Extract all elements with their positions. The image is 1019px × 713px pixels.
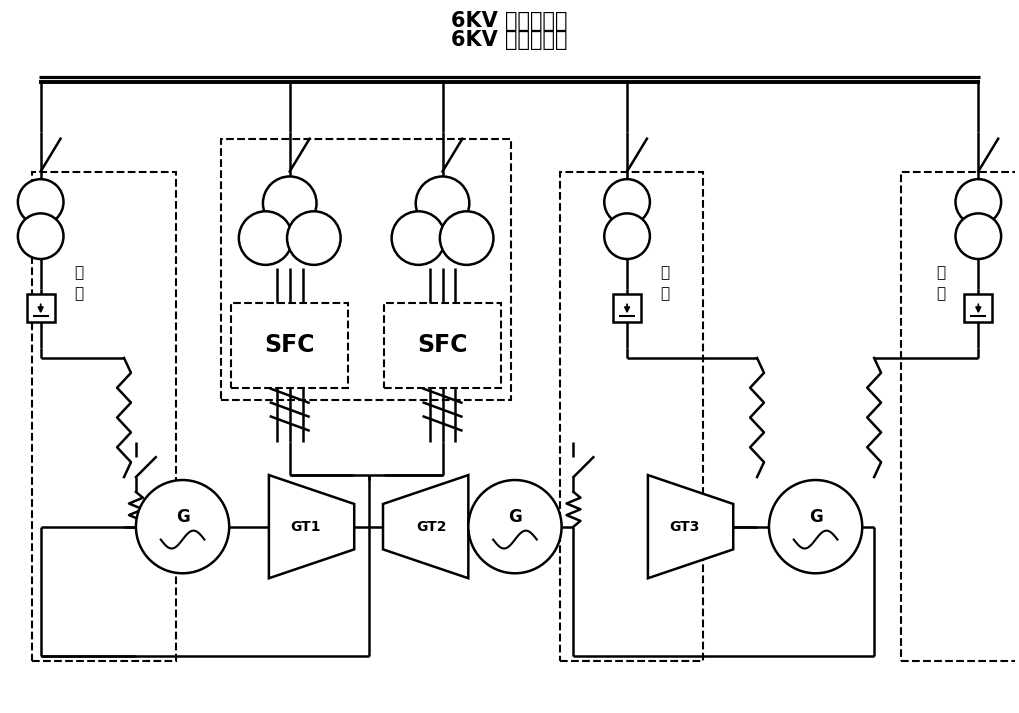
Text: G: G (508, 508, 522, 525)
Text: 励
磁: 励 磁 (936, 265, 946, 302)
Circle shape (604, 213, 650, 259)
Circle shape (469, 480, 561, 573)
Bar (384, 302, 501, 388)
Bar (559, 173, 703, 661)
Circle shape (391, 211, 445, 265)
Circle shape (769, 480, 862, 573)
Circle shape (604, 179, 650, 225)
Circle shape (956, 213, 1001, 259)
Bar (32, 173, 175, 661)
Bar (26, 294, 55, 322)
Text: GT1: GT1 (290, 520, 321, 533)
Bar (231, 302, 348, 388)
Circle shape (238, 211, 292, 265)
Bar (964, 294, 993, 322)
Text: 励
磁: 励 磁 (73, 265, 83, 302)
Circle shape (440, 211, 493, 265)
Circle shape (287, 211, 340, 265)
Text: 6KV 厂用电母线: 6KV 厂用电母线 (451, 11, 568, 31)
Circle shape (416, 176, 470, 230)
Polygon shape (383, 475, 469, 578)
Circle shape (263, 176, 317, 230)
Bar (221, 139, 511, 400)
Circle shape (18, 213, 63, 259)
Circle shape (18, 179, 63, 225)
Text: SFC: SFC (265, 333, 315, 357)
Polygon shape (269, 475, 355, 578)
Bar (901, 173, 1019, 661)
Text: SFC: SFC (417, 333, 468, 357)
Polygon shape (648, 475, 734, 578)
Text: 6KV 厂用电母线: 6KV 厂用电母线 (451, 31, 568, 51)
Text: 励
磁: 励 磁 (660, 265, 669, 302)
Text: GT3: GT3 (669, 520, 700, 533)
Text: GT2: GT2 (417, 520, 447, 533)
Text: G: G (809, 508, 822, 525)
Text: G: G (175, 508, 190, 525)
Circle shape (956, 179, 1001, 225)
Circle shape (136, 480, 229, 573)
Bar (613, 294, 641, 322)
